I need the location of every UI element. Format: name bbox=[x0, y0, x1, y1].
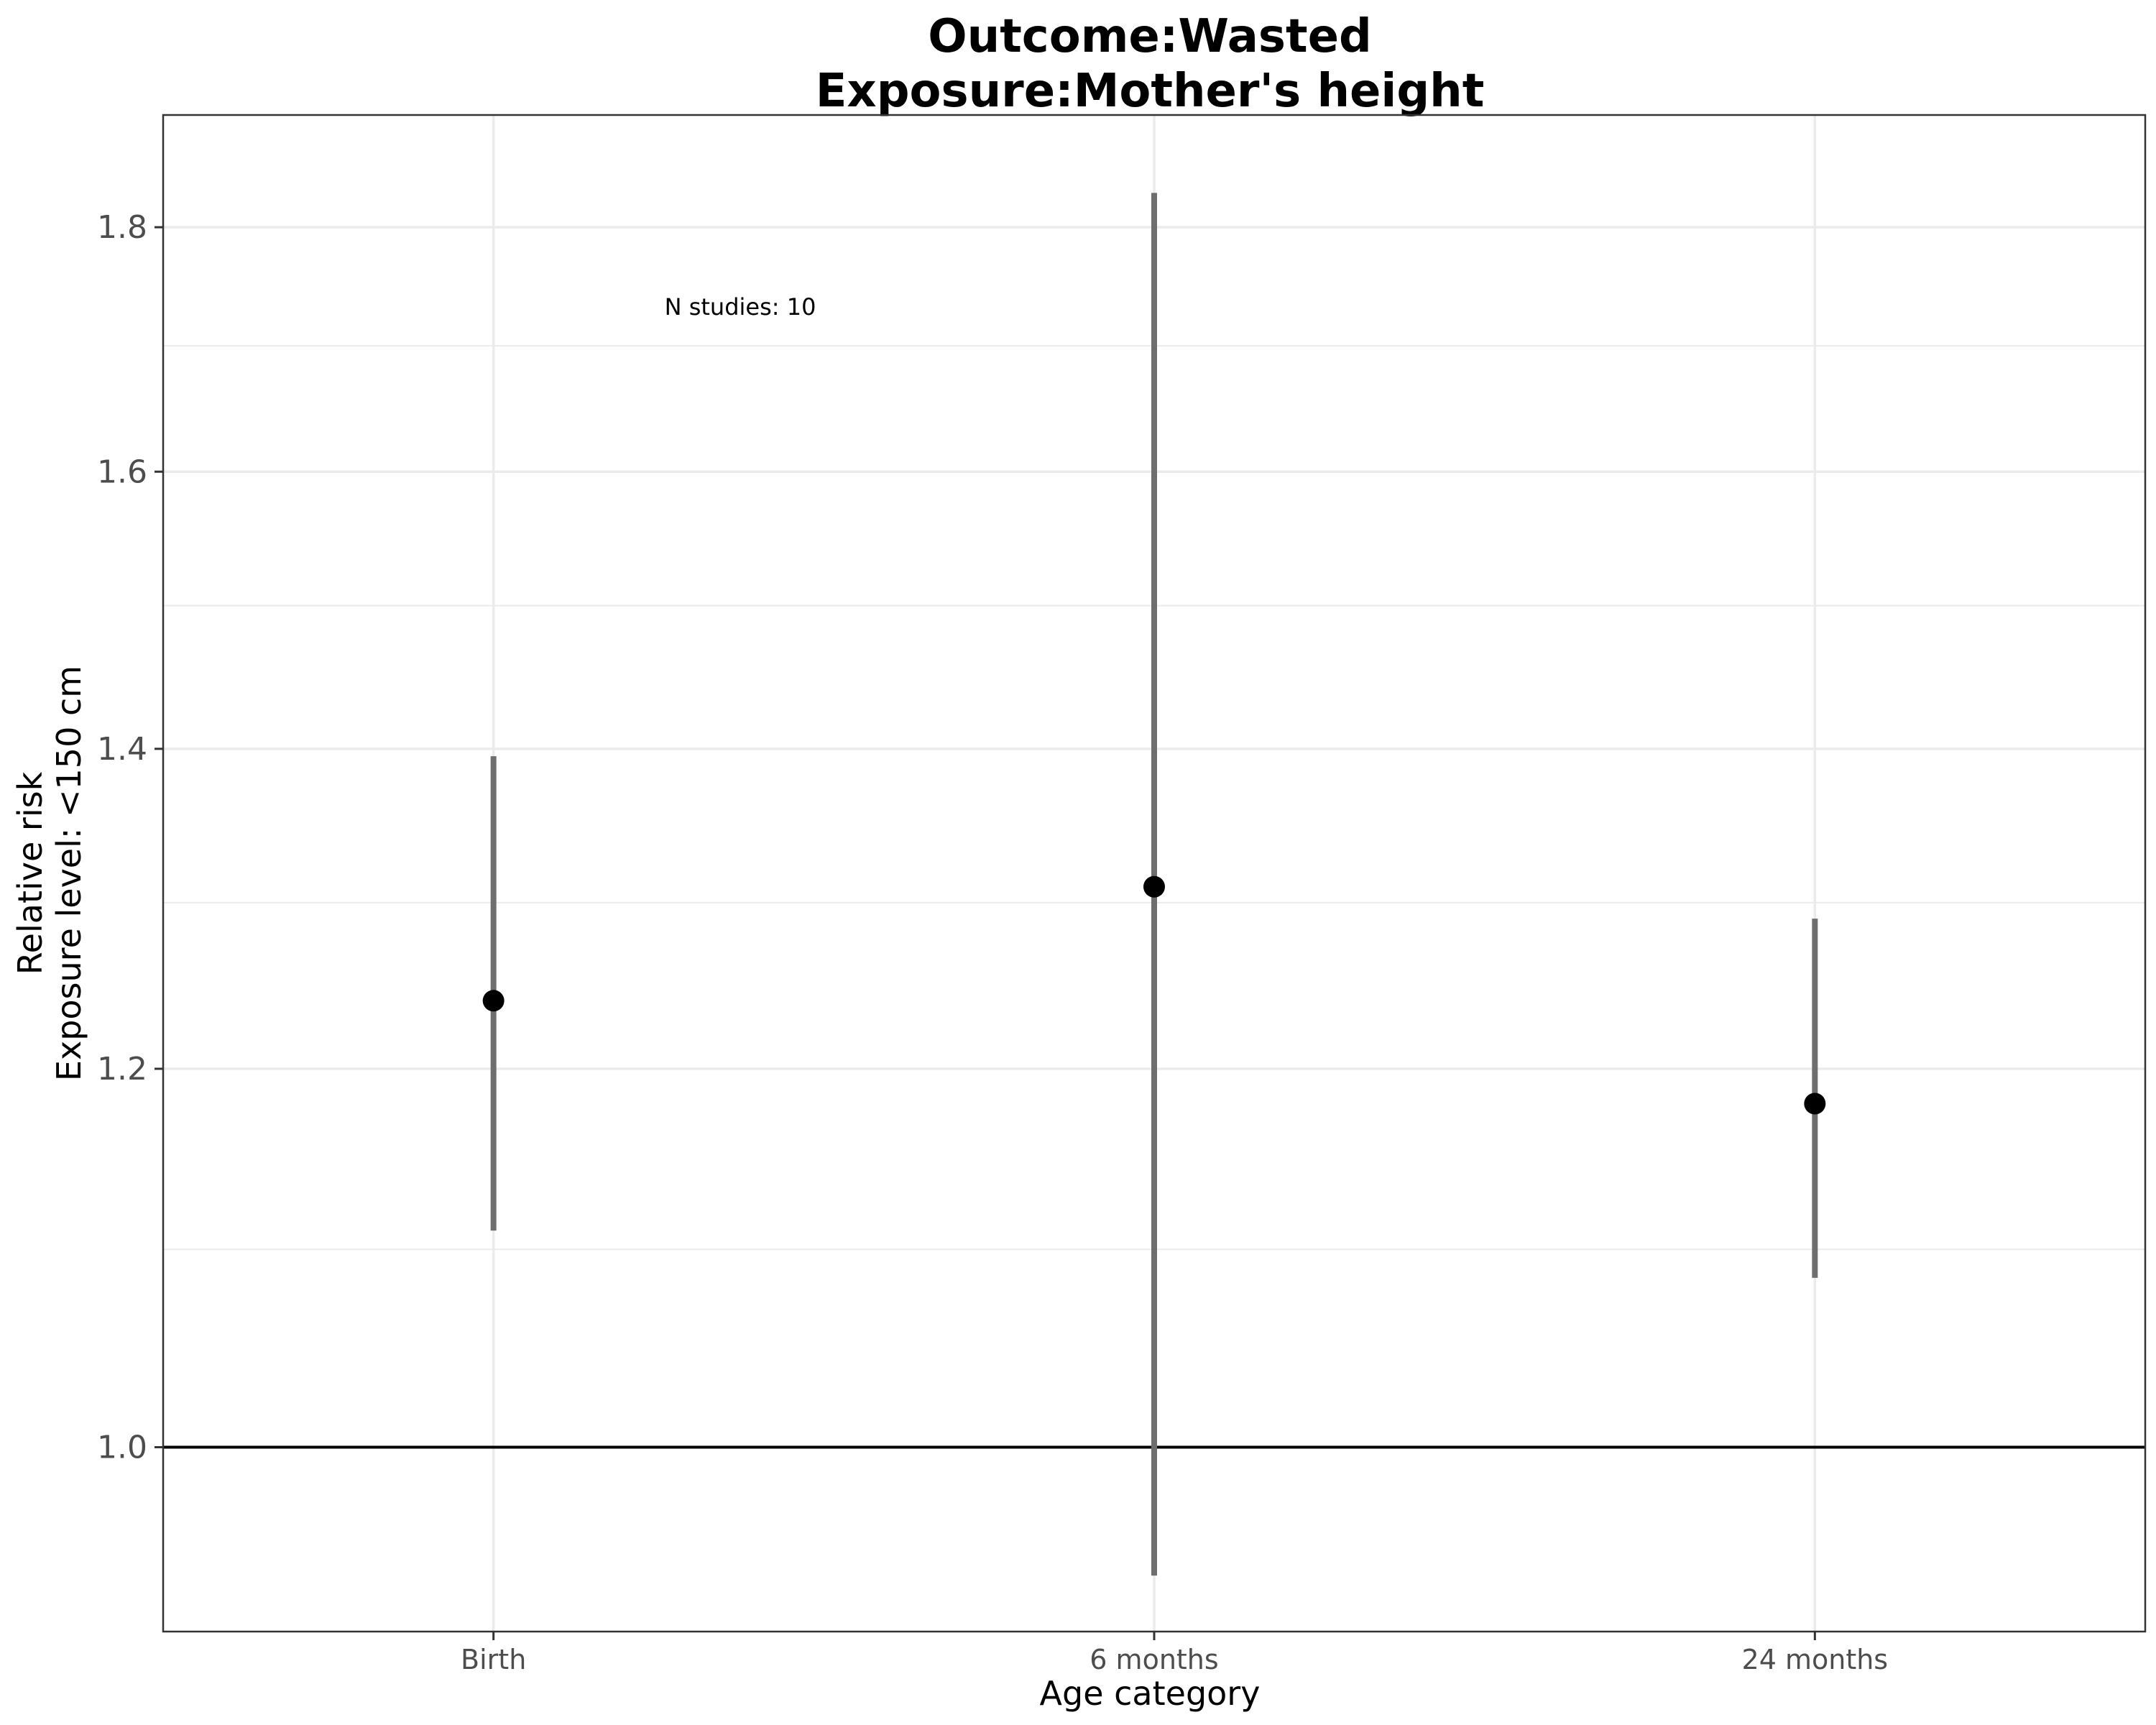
y-axis-title-line1: Relative risk bbox=[11, 771, 50, 975]
chart-subtitle: Exposure:Mother's height bbox=[816, 65, 1485, 118]
point-estimate bbox=[1143, 875, 1165, 898]
y-tick-label: 1.8 bbox=[97, 209, 147, 246]
n-studies-annotation: N studies: 10 bbox=[665, 293, 816, 321]
x-tick-label: Birth bbox=[461, 1644, 526, 1675]
x-axis-title: Age category bbox=[1040, 1674, 1261, 1713]
y-axis-title-line2: Exposure level: <150 cm bbox=[50, 666, 88, 1081]
point-estimates bbox=[482, 875, 1826, 1115]
y-tick-label: 1.4 bbox=[97, 731, 147, 768]
x-tick-label: 6 months bbox=[1089, 1644, 1218, 1675]
y-tick-label: 1.2 bbox=[97, 1051, 147, 1087]
x-tick-label: 24 months bbox=[1742, 1644, 1889, 1675]
y-tick-label: 1.0 bbox=[97, 1429, 147, 1466]
point-estimate bbox=[482, 990, 505, 1012]
x-axis-ticks: Birth 6 months 24 months bbox=[461, 1632, 1888, 1675]
y-tick-label: 1.6 bbox=[97, 454, 147, 490]
y-axis-ticks: 1.0 1.2 1.4 1.6 1.8 bbox=[97, 209, 163, 1466]
y-axis-title: Relative risk Exposure level: <150 cm bbox=[11, 666, 88, 1081]
plot-panel-border bbox=[162, 114, 2147, 1633]
point-estimate bbox=[1804, 1092, 1826, 1115]
chart-title: Outcome:Wasted bbox=[928, 10, 1372, 63]
